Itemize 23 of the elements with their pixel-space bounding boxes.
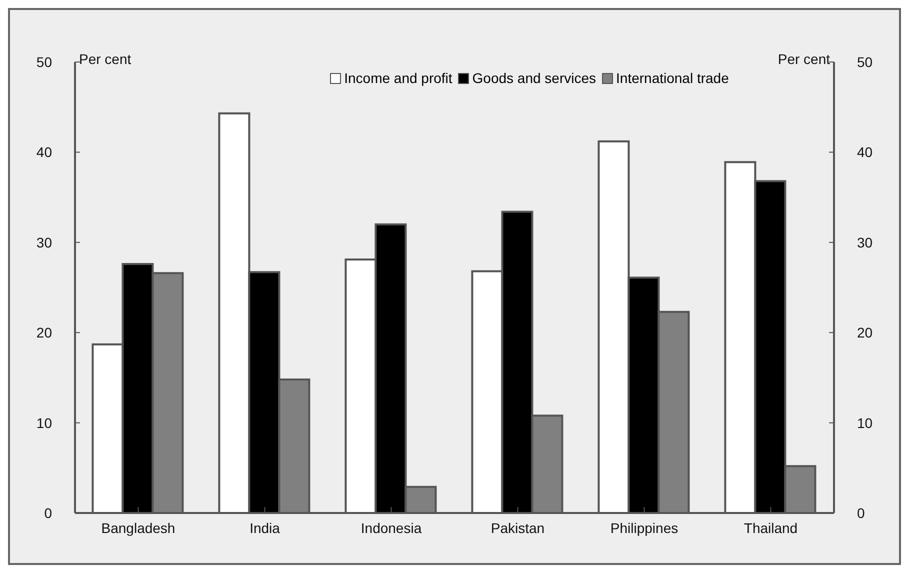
y2-tick-label: 50	[857, 54, 873, 70]
legend-label: International trade	[616, 70, 729, 86]
y2-tick-label: 30	[857, 234, 873, 250]
legend-label: Goods and services	[472, 70, 596, 86]
y-tick-label: 40	[36, 144, 52, 160]
y-tick-label: 50	[36, 54, 52, 70]
y2-tick-label: 20	[857, 324, 873, 341]
y-tick-label: 20	[36, 324, 52, 341]
x-tick-label: Pakistan	[490, 520, 545, 536]
x-tick-label: Philippines	[610, 520, 678, 536]
y-tick-label: 10	[36, 414, 52, 431]
y-tick-label: 0	[44, 504, 52, 521]
y2-tick-label: 40	[857, 144, 873, 160]
y2-tick-label: 0	[857, 504, 865, 521]
y-axis-title: Per cent	[79, 51, 132, 67]
x-tick-label: Bangladesh	[101, 520, 176, 536]
x-tick-label: Thailand	[744, 520, 798, 536]
y2-tick-label: 10	[857, 414, 873, 431]
legend-label: Income and profit	[344, 70, 452, 86]
y-tick-label: 30	[36, 234, 52, 250]
y2-axis-title: Per cent	[778, 51, 830, 67]
x-tick-label: India	[250, 520, 280, 536]
x-tick-label: Indonesia	[360, 520, 422, 536]
